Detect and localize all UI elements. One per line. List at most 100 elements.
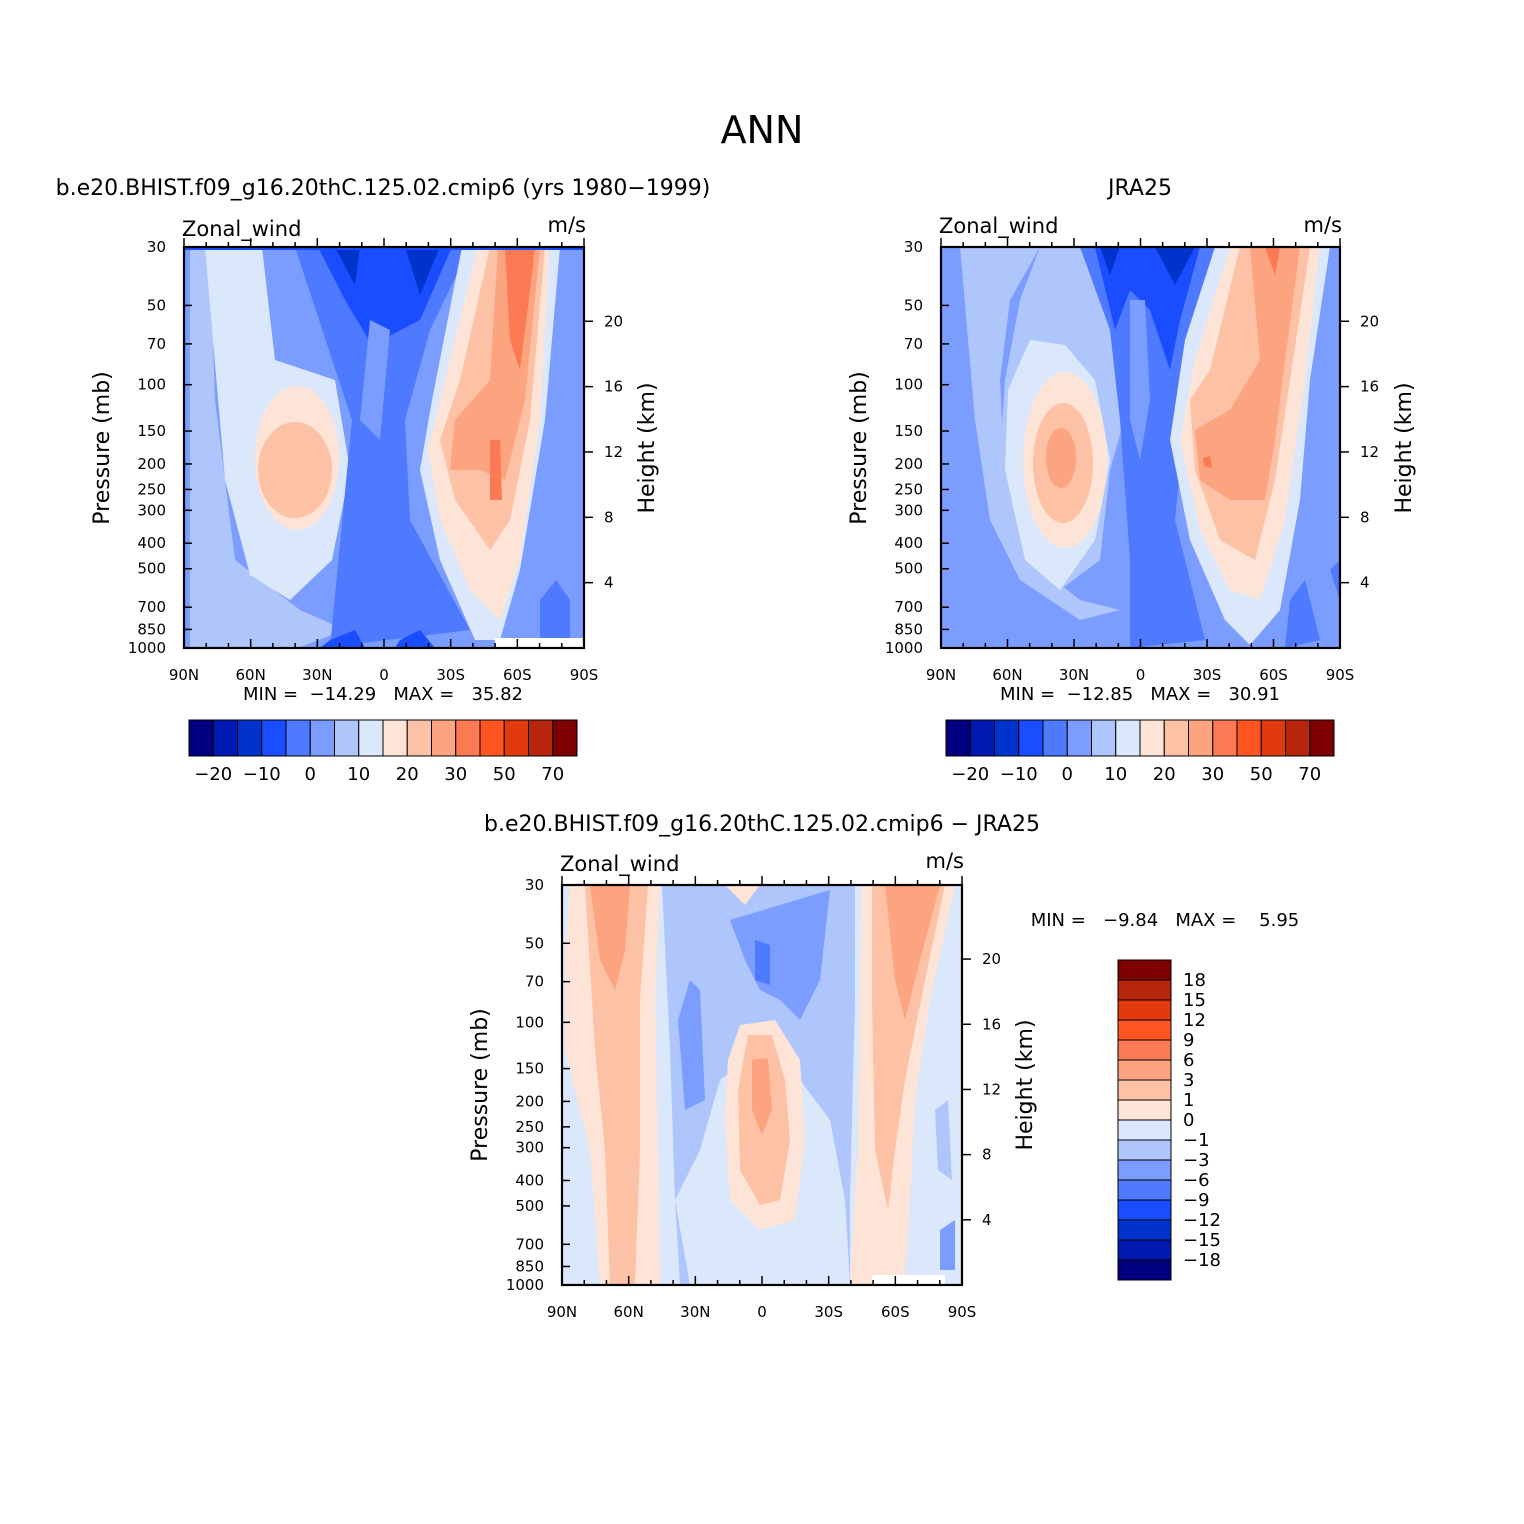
panel-model-left-label: Zonal_wind: [182, 217, 301, 242]
colorbar-label: 20: [396, 764, 419, 785]
x-tick-label: 30S: [436, 666, 465, 684]
colorbar-swatch: [406, 719, 432, 757]
x-tick-label: 60S: [881, 1303, 910, 1321]
x-tick-label: 90S: [948, 1303, 977, 1321]
colorbar-swatch: [1117, 1239, 1172, 1261]
y2-tick-label: 4: [982, 1211, 992, 1229]
x-tick-label: 30N: [1059, 666, 1089, 684]
y2-tick-label: 16: [604, 378, 623, 396]
y-tick-label: 70: [147, 335, 166, 353]
y-tick-label: 70: [904, 335, 923, 353]
colorbar-swatch: [528, 719, 554, 757]
colorbar-label: 70: [541, 764, 564, 785]
y-tick-label: 50: [904, 296, 923, 314]
colorbar-label: −1: [1183, 1130, 1210, 1151]
colorbar-swatch: [285, 719, 311, 757]
colorbar-swatch: [1091, 719, 1117, 757]
colorbar-label: 30: [444, 764, 467, 785]
panel-diff: b.e20.BHIST.f09_g16.20thC.125.02.cmip6 −…: [468, 812, 1299, 1321]
colorbar-label: 50: [493, 764, 516, 785]
x-tick-label: 0: [757, 1303, 767, 1321]
y-tick-label: 100: [515, 1013, 544, 1031]
y-tick-label: 1000: [885, 639, 923, 657]
colorbar-swatch: [945, 719, 971, 757]
colorbar-label: −18: [1183, 1250, 1221, 1271]
y-tick-label: 300: [515, 1139, 544, 1157]
colorbar-swatch: [261, 719, 287, 757]
colorbar-swatch: [994, 719, 1020, 757]
y-tick-label: 300: [894, 501, 923, 519]
colorbar-swatch: [1117, 1259, 1172, 1281]
panel-obs-y2-label: Height (km): [1392, 382, 1417, 513]
y2-tick-label: 20: [604, 312, 623, 330]
colorbar-swatch: [1117, 1039, 1172, 1061]
panel-obs-title: JRA25: [1106, 176, 1172, 201]
colorbar-swatch: [1042, 719, 1068, 757]
y-tick-label: 100: [137, 376, 166, 394]
colorbar-label: −6: [1183, 1170, 1210, 1191]
panel-obs-left-label: Zonal_wind: [939, 214, 1058, 239]
panel-model: b.e20.BHIST.f09_g16.20thC.125.02.cmip6 (…: [56, 176, 711, 785]
x-tick-label: 30S: [1193, 666, 1222, 684]
colorbar-label: 6: [1183, 1050, 1194, 1071]
colorbar-swatch: [212, 719, 238, 757]
y2-tick-label: 20: [982, 950, 1001, 968]
colorbar-label: 18: [1183, 970, 1206, 991]
panel-model-y-label: Pressure (mb): [90, 371, 115, 525]
y-tick-label: 100: [894, 376, 923, 394]
x-tick-label: 60N: [614, 1303, 644, 1321]
colorbar-label: 1: [1183, 1090, 1194, 1111]
colorbar-label: −20: [951, 764, 989, 785]
colorbar-label: 50: [1250, 764, 1273, 785]
y-tick-label: 400: [894, 534, 923, 552]
y-tick-label: 250: [137, 480, 166, 498]
y2-tick-label: 16: [982, 1015, 1001, 1033]
colorbar-swatch: [358, 719, 384, 757]
colorbar-swatch: [1285, 719, 1311, 757]
panel-obs-colorbar: −20 −10 0 10 20 30 50 70: [945, 719, 1335, 785]
x-tick-label: 90S: [1326, 666, 1355, 684]
y2-tick-label: 16: [1360, 378, 1379, 396]
colorbar-label: 70: [1298, 764, 1321, 785]
colorbar-swatch: [1117, 1099, 1172, 1121]
x-tick-label: 30S: [814, 1303, 843, 1321]
colorbar-swatch: [969, 719, 995, 757]
y2-tick-label: 4: [604, 574, 614, 592]
y2-tick-label: 8: [982, 1146, 992, 1164]
colorbar-swatch: [1117, 1159, 1172, 1181]
panel-diff-y2-ticks: 20 16 12 8 4: [962, 950, 1001, 1229]
panel-model-y2-ticks: 20 16 12 8 4: [584, 312, 623, 592]
colorbar-swatch: [1212, 719, 1238, 757]
panel-diff-y-label: Pressure (mb): [468, 1008, 493, 1162]
colorbar-swatch: [1117, 1119, 1172, 1141]
colorbar-swatch: [309, 719, 335, 757]
x-tick-label: 60N: [992, 666, 1022, 684]
x-tick-label: 60S: [1259, 666, 1288, 684]
colorbar-swatch: [1117, 1019, 1172, 1041]
y-tick-label: 200: [515, 1092, 544, 1110]
colorbar-swatch: [503, 719, 529, 757]
y-tick-label: 1000: [506, 1276, 544, 1294]
colorbar-label: 15: [1183, 990, 1206, 1011]
panel-obs: JRA25 Zonal_wind m/s 3050701001502002503…: [847, 176, 1417, 785]
x-tick-label: 30N: [680, 1303, 710, 1321]
y-tick-label: 850: [137, 620, 166, 638]
y-tick-label: 50: [525, 934, 544, 952]
colorbar-swatch: [1117, 1199, 1172, 1221]
panel-model-units-label: m/s: [548, 213, 586, 237]
panel-obs-y-label: Pressure (mb): [847, 371, 872, 525]
colorbar-swatch: [455, 719, 481, 757]
panel-obs-units-label: m/s: [1304, 213, 1342, 237]
y2-tick-label: 20: [1360, 312, 1379, 330]
colorbar-label: −12: [1183, 1210, 1221, 1231]
colorbar-label: −3: [1183, 1150, 1210, 1171]
y2-tick-label: 4: [1360, 574, 1370, 592]
y2-tick-label: 8: [1360, 508, 1370, 526]
panel-model-x-ticks: 90N 60N 30N 0 30S 60S 90S: [169, 238, 598, 684]
colorbar-label: 3: [1183, 1070, 1194, 1091]
panel-model-colorbar: −20 −10 0 10 20 30 50 70: [188, 719, 578, 785]
y-tick-label: 1000: [128, 639, 166, 657]
